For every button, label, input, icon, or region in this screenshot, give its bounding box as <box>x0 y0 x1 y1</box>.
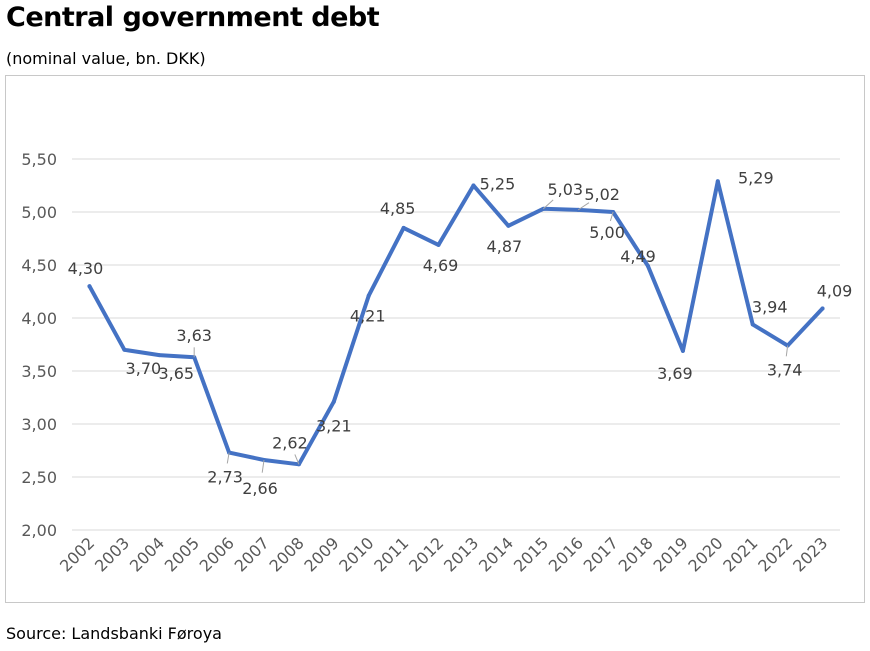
series-line <box>87 179 825 467</box>
chart-title: Central government debt <box>6 2 380 33</box>
leader-line <box>577 202 590 211</box>
data-label: 3,70 <box>126 359 162 378</box>
data-label: 2,73 <box>207 468 243 487</box>
data-point <box>646 264 650 269</box>
y-tick-label: 3,00 <box>21 415 57 434</box>
leader-line <box>226 452 230 464</box>
leader-line <box>785 345 789 357</box>
x-tick-label: 2013 <box>440 533 482 575</box>
data-point <box>680 348 685 353</box>
x-tick-label: 2014 <box>475 533 517 575</box>
data-point <box>366 293 371 298</box>
data-label: 2,62 <box>272 433 308 452</box>
x-tick-label: 2006 <box>196 533 238 575</box>
leader-line <box>261 459 265 473</box>
data-point <box>436 242 441 247</box>
data-label: 3,74 <box>767 361 803 380</box>
x-tick-label: 2023 <box>789 533 831 575</box>
y-tick-label: 5,50 <box>21 150 57 169</box>
x-tick-label: 2015 <box>510 533 552 575</box>
data-label: 3,65 <box>158 364 194 383</box>
data-label: 4,69 <box>423 256 459 275</box>
data-label: 3,21 <box>316 417 352 436</box>
data-label: 5,02 <box>584 185 620 204</box>
source-note: Source: Landsbanki Føroya <box>6 624 222 643</box>
data-label: 3,94 <box>752 297 788 316</box>
x-tick-label: 2010 <box>335 533 377 575</box>
data-point <box>401 225 406 230</box>
data-point <box>331 399 336 404</box>
x-tick-label: 2011 <box>370 533 412 575</box>
chart-subtitle: (nominal value, bn. DKK) <box>6 49 206 68</box>
leader-line <box>542 199 554 210</box>
data-label: 4,85 <box>380 199 416 218</box>
data-label: 5,29 <box>738 168 774 187</box>
x-tick-label: 2020 <box>684 533 726 575</box>
data-label: 2,66 <box>242 479 278 498</box>
data-label: 4,87 <box>487 237 523 256</box>
x-tick-label: 2017 <box>580 533 622 575</box>
data-label: 4,30 <box>68 259 104 278</box>
x-tick-label: 2008 <box>266 533 308 575</box>
x-tick-label: 2007 <box>231 533 273 575</box>
x-tick-label: 2022 <box>754 533 796 575</box>
x-tick-label: 2003 <box>91 533 133 575</box>
data-point <box>715 179 720 184</box>
data-point <box>157 353 162 358</box>
x-tick-label: 2005 <box>161 533 203 575</box>
x-tick-label: 2012 <box>405 533 447 575</box>
y-tick-label: 4,00 <box>21 309 57 328</box>
data-point <box>87 284 92 289</box>
x-tick-label: 2002 <box>56 533 98 575</box>
data-label: 5,03 <box>547 180 583 199</box>
data-point <box>820 306 825 311</box>
data-label: 5,25 <box>480 175 516 194</box>
y-tick-label: 4,50 <box>21 256 57 275</box>
x-tick-label: 2016 <box>545 533 587 575</box>
y-tick-label: 2,00 <box>21 521 57 540</box>
x-tick-label: 2021 <box>719 533 761 575</box>
x-tick-label: 2018 <box>615 533 657 575</box>
data-label: 4,09 <box>817 281 853 300</box>
data-point <box>750 322 755 327</box>
data-label: 5,00 <box>589 223 625 242</box>
y-tick-label: 2,50 <box>21 468 57 487</box>
data-point <box>506 223 511 228</box>
x-tick-label: 2004 <box>126 533 168 575</box>
y-tick-label: 5,00 <box>21 203 57 222</box>
y-tick-label: 3,50 <box>21 362 57 381</box>
x-tick-label: 2009 <box>300 533 342 575</box>
data-label: 4,49 <box>620 247 656 266</box>
leader-line <box>609 211 614 222</box>
chart-frame <box>5 75 865 603</box>
data-label: 3,69 <box>657 364 693 383</box>
data-label: 3,63 <box>176 326 212 345</box>
leader-line <box>294 454 300 465</box>
data-point <box>471 183 476 188</box>
x-tick-label: 2019 <box>650 533 692 575</box>
data-label: 4,21 <box>350 307 386 326</box>
data-point <box>122 347 127 352</box>
